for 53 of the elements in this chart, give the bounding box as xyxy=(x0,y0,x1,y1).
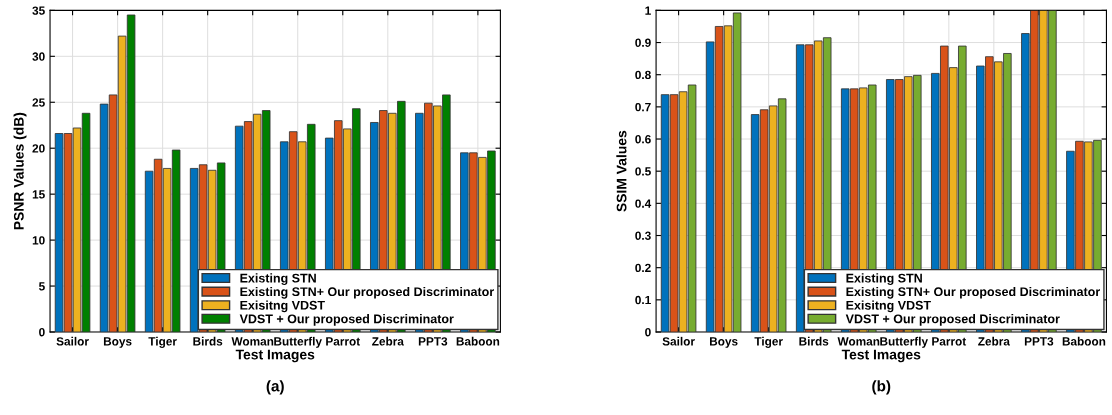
legend-label: VDST + Our proposed Discriminator xyxy=(239,314,454,326)
y-tick-label: 15 xyxy=(32,190,45,199)
x-tick-label: Sailor xyxy=(662,336,695,346)
y-tick-label: 25 xyxy=(32,98,45,107)
legend-label: Existing STN xyxy=(846,273,922,286)
x-tick-label: Birds xyxy=(799,336,829,346)
y-axis-title: SSIM Values xyxy=(616,130,627,212)
x-tick-label: Butterfly xyxy=(274,336,322,348)
x-tick-label: Butterfly xyxy=(880,336,928,348)
x-axis-title: Test Images xyxy=(841,349,921,363)
y-tick-label: 0.3 xyxy=(635,231,651,240)
y-tick-label: 0.7 xyxy=(635,102,651,112)
text: (b) xyxy=(872,380,891,395)
legend-label: Existing STN xyxy=(240,273,316,286)
y-tick-label: 0 xyxy=(39,328,45,337)
y-tick-label: 35 xyxy=(32,6,45,15)
x-tick-label: Parrot xyxy=(932,337,967,346)
x-axis-title: Test Images xyxy=(235,349,315,363)
x-tick-label: PPT3 xyxy=(418,337,448,346)
x-tick-label: Boys xyxy=(709,337,738,348)
y-tick-label: 0 xyxy=(645,328,651,337)
y-axis-title: PSNR Values (dB) xyxy=(13,112,27,230)
y-tick-label: 1 xyxy=(645,6,651,15)
x-tick-label: PPT3 xyxy=(1024,337,1054,346)
y-tick-label: 0.5 xyxy=(635,167,651,176)
legend-label: Existing STN+ Our proposed Discriminator xyxy=(846,286,1101,299)
y-tick-label: 0.8 xyxy=(635,70,651,80)
y-tick-label: 30 xyxy=(32,52,45,61)
x-tick-label: Tiger xyxy=(148,336,177,348)
y-tick-label: 20 xyxy=(32,144,45,153)
legend-label: Existing STN+ Our proposed Discriminator xyxy=(240,286,494,299)
legend-label: VDST + Our proposed Discriminator xyxy=(845,314,1060,326)
x-tick-label: Boys xyxy=(103,337,132,348)
x-tick-label: Sailor xyxy=(56,336,89,346)
legend-label: Exisitng VDST xyxy=(846,300,931,313)
x-tick-label: Zebra xyxy=(978,336,1010,346)
y-tick-label: 5 xyxy=(38,282,45,291)
x-tick-label: Baboon xyxy=(1062,336,1106,346)
y-tick-label: 0.4 xyxy=(635,199,652,208)
y-tick-label: 10 xyxy=(32,236,45,245)
legend-label: Exisitng VDST xyxy=(240,300,325,313)
x-tick-label: Baboon xyxy=(456,336,500,346)
x-tick-label: Parrot xyxy=(326,337,361,346)
x-tick-label: Woman xyxy=(231,337,274,346)
x-tick-label: Birds xyxy=(193,336,223,346)
y-tick-label: 0.1 xyxy=(635,295,651,305)
x-tick-label: Zebra xyxy=(372,336,404,346)
y-tick-label: 0.6 xyxy=(635,135,651,144)
text: (a) xyxy=(266,380,284,395)
x-tick-label: Woman xyxy=(837,337,880,346)
y-tick-label: 0.2 xyxy=(635,263,651,273)
x-tick-label: Tiger xyxy=(754,336,783,348)
y-tick-label: 0.9 xyxy=(635,38,651,47)
